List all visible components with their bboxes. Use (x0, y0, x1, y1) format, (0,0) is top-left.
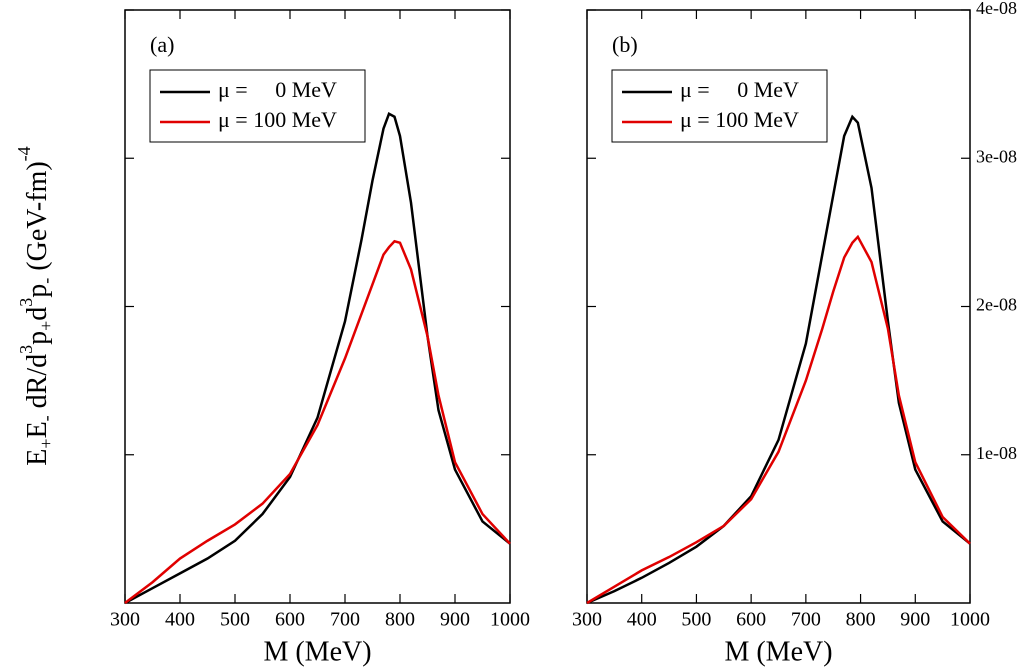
label-part: + (36, 438, 56, 448)
x-tick-label: 600 (736, 609, 766, 631)
label-part: (GeV-fm) (22, 161, 53, 277)
panel-label: (a) (150, 32, 174, 57)
legend-label: μ = 0 MeV (218, 77, 337, 102)
x-tick-label: 800 (846, 609, 876, 631)
y-tick-label: 3e-08 (976, 146, 1017, 166)
label-part: d (22, 307, 53, 321)
x-tick-label: 300 (110, 609, 140, 631)
y-tick-label: 1e-08 (976, 443, 1017, 463)
x-tick-label: 500 (681, 609, 711, 631)
label-part: 3 (16, 298, 36, 307)
label-part: E (22, 449, 53, 466)
x-tick-label: 700 (791, 609, 821, 631)
panel-label: (b) (612, 32, 638, 57)
x-tick-label: 900 (900, 609, 930, 631)
x-tick-label: 300 (572, 609, 602, 631)
label-part: p (22, 331, 53, 345)
x-tick-label: 1000 (490, 609, 530, 631)
legend-box (611, 69, 828, 143)
legend-box (149, 69, 366, 143)
label-part: p (22, 284, 53, 298)
label-part: dR/d (22, 354, 53, 415)
y-axis-label: E+E- dR/d3p+d3p- (GeV-fm)-4 (14, 146, 56, 465)
x-tick-label: 1000 (950, 609, 990, 631)
data-line (124, 111, 511, 605)
data-line (586, 114, 971, 605)
label-part: 3 (16, 345, 36, 354)
x-axis-label: M (MeV) (263, 636, 371, 667)
label-part: -4 (14, 146, 34, 161)
y-tick-label: 4e-08 (976, 0, 1017, 18)
legend-label: μ = 0 MeV (680, 77, 799, 102)
x-tick-label: 900 (440, 609, 470, 631)
x-axis-label: M (MeV) (724, 636, 832, 667)
x-tick-label: 700 (330, 609, 360, 631)
label-part: - (36, 415, 56, 421)
label-part: E (22, 421, 53, 438)
x-tick-label: 400 (165, 609, 195, 631)
legend-label: μ = 100 MeV (680, 107, 799, 132)
legend-label: μ = 100 MeV (218, 107, 337, 132)
data-line (124, 239, 511, 604)
label-part: + (36, 321, 56, 331)
x-tick-label: 800 (385, 609, 415, 631)
x-tick-label: 500 (220, 609, 250, 631)
data-line (586, 234, 971, 605)
x-tick-label: 400 (627, 609, 657, 631)
y-tick-label: 2e-08 (976, 295, 1017, 315)
x-tick-label: 600 (275, 609, 305, 631)
label-part: - (36, 278, 56, 284)
